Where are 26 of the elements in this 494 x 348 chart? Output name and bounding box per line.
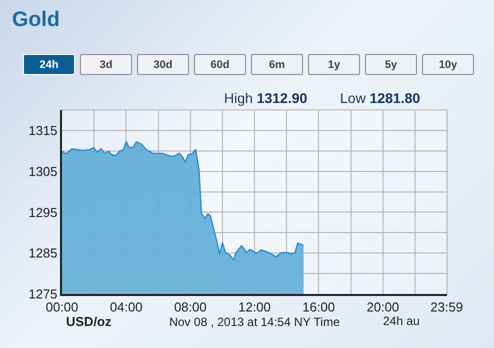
y-tick-label: 1315 (28, 122, 58, 138)
range-button[interactable]: 1y (308, 54, 360, 75)
x-tick-label: 00:00 (46, 300, 78, 315)
text: High 1312.90 (224, 90, 308, 106)
range-button[interactable]: 5y (365, 54, 417, 75)
x-tick-label: 16:00 (302, 300, 335, 315)
x-tick-label: 23:59 (430, 300, 463, 315)
x-tick-label: 08:00 (174, 300, 207, 315)
range-button[interactable]: 6m (251, 54, 303, 75)
text: Low 1281.80 (340, 90, 420, 106)
chart-title: Gold (12, 8, 60, 32)
y-tick-label: 1275 (28, 286, 58, 302)
text: USD/oz (66, 314, 112, 329)
range-button[interactable]: 24h (23, 54, 75, 75)
range-button[interactable]: 10y (422, 54, 474, 75)
range-button[interactable]: 60d (194, 54, 246, 75)
x-tick-label: 12:00 (238, 300, 271, 315)
x-tick-label: 20:00 (366, 300, 400, 315)
x-tick-label: 04:00 (110, 300, 142, 315)
y-tick-label: 1305 (28, 164, 58, 179)
range-button[interactable]: 3d (80, 54, 132, 75)
x-axis-title: Nov 08 , 2013 at 14:54 NY Time (169, 315, 340, 329)
y-tick-label: 1285 (28, 246, 58, 261)
text: 24h au (383, 314, 420, 328)
y-tick-label: 1295 (28, 204, 58, 220)
range-button[interactable]: 30d (137, 54, 189, 75)
